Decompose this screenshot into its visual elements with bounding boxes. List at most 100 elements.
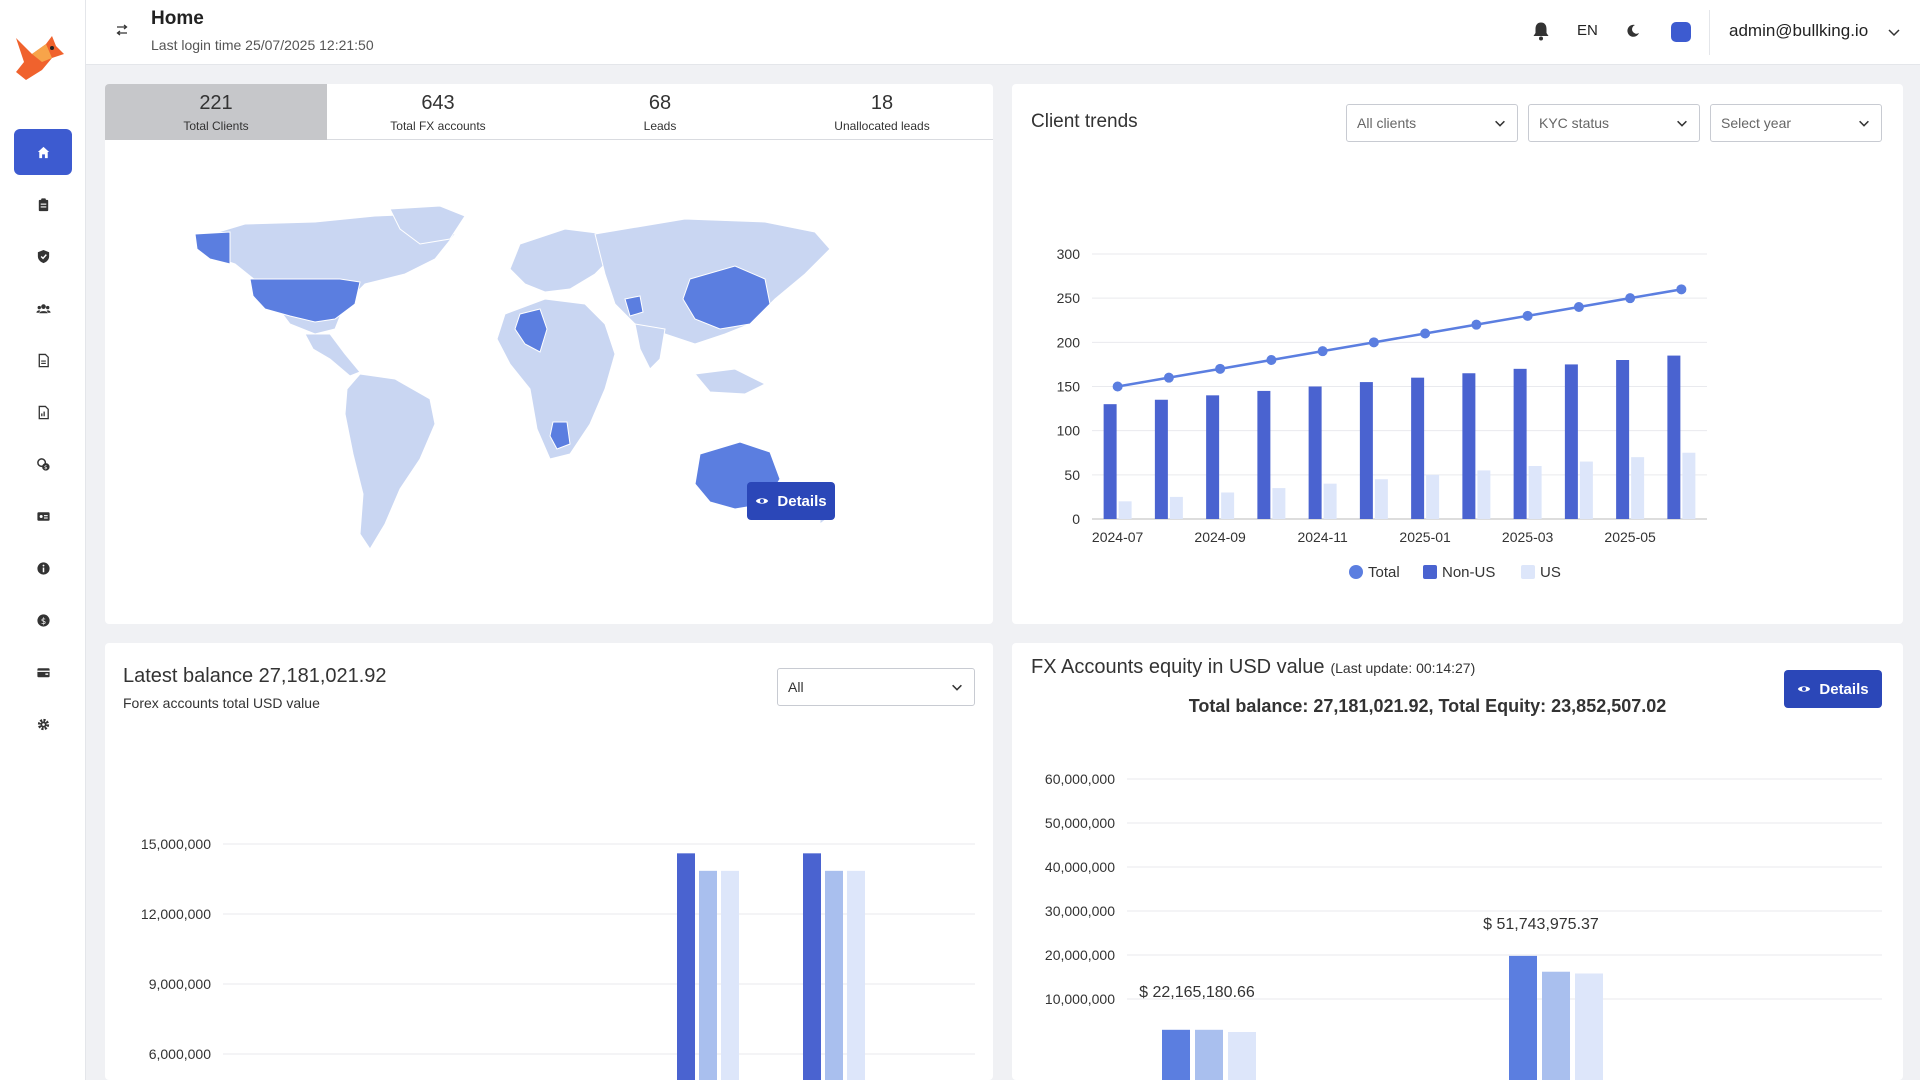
legend-marker-us <box>1521 565 1535 579</box>
sidebar-toggle-icon[interactable] <box>114 22 130 38</box>
point-total <box>1317 346 1328 357</box>
sidebar-item-settings[interactable] <box>14 701 72 747</box>
sidebar-item-home[interactable] <box>14 129 72 175</box>
tab-leads[interactable]: 68 Leads <box>549 84 771 140</box>
bar-non-us <box>1308 386 1322 519</box>
point-total <box>1215 363 1226 374</box>
fox-logo[interactable] <box>12 32 68 84</box>
theme-color-button[interactable] <box>1671 22 1691 42</box>
year-select[interactable]: Select year <box>1710 104 1882 142</box>
map-south-america <box>344 373 436 550</box>
bar-us <box>1579 461 1593 519</box>
equity-chart: 10,000,000 20,000,000 30,000,000 40,000,000… <box>1045 771 1882 1080</box>
sidebar-item-reports[interactable] <box>14 389 72 435</box>
bar-non-us <box>1154 399 1168 519</box>
coins-icon: $ <box>36 457 50 471</box>
client-trends-chart: 0 50 100 150 200 250 300 2024-07 2024-09 2024-11 2… <box>1057 246 1707 581</box>
map-iran <box>624 295 644 317</box>
users-icon <box>35 303 51 313</box>
y-tick-label: 40,000,000 <box>1045 859 1115 875</box>
equity-title-row: FX Accounts equity in USD value (Last upd… <box>1031 656 1475 679</box>
legend-marker-total <box>1349 565 1363 579</box>
point-total <box>1471 319 1482 330</box>
tab-total-fx-accounts[interactable]: 643 Total FX accounts <box>327 84 549 140</box>
bar-us <box>1169 496 1183 519</box>
sidebar-item-funds[interactable]: $ <box>14 441 72 487</box>
dark-mode-toggle[interactable] <box>1622 20 1644 42</box>
client-filter-select[interactable]: All clients <box>1346 104 1518 142</box>
point-total <box>1368 337 1379 348</box>
y-tick-label: 150 <box>1057 379 1081 395</box>
sidebar-item-clipboard[interactable] <box>14 181 72 227</box>
header-divider <box>1709 10 1710 55</box>
balance-title: Latest balance 27,181,021.92 <box>123 665 387 687</box>
report-icon <box>38 405 49 419</box>
stat-label: Unallocated leads <box>834 119 930 133</box>
y-tick-label: 12,000,000 <box>141 906 211 922</box>
map-se-asia <box>694 368 767 395</box>
dollar-icon: $ <box>36 613 50 627</box>
equity-bar <box>1228 1032 1256 1080</box>
chevron-down-icon <box>1677 120 1687 127</box>
map-angola <box>549 421 571 450</box>
y-tick-label: 250 <box>1057 290 1081 306</box>
select-value: KYC status <box>1539 115 1610 131</box>
map-europe <box>509 228 616 293</box>
eye-icon <box>1798 686 1811 692</box>
notifications-button[interactable] <box>1530 20 1552 42</box>
sidebar-item-security[interactable] <box>14 233 72 279</box>
chevron-down-icon[interactable] <box>1886 24 1902 40</box>
y-tick-label: 15,000,000 <box>141 836 211 852</box>
sidebar-item-cards[interactable] <box>14 493 72 539</box>
bar-non-us <box>1616 360 1630 519</box>
data-label: $ 51,743,975.37 <box>1483 916 1599 933</box>
balance-bar <box>825 870 843 1080</box>
info-icon <box>36 561 50 575</box>
equity-details-button[interactable]: Details <box>1784 670 1882 708</box>
bar-non-us <box>1411 377 1425 519</box>
sidebar-item-users[interactable] <box>14 285 72 331</box>
stat-tabs: 221 Total Clients 643 Total FX accounts … <box>105 84 993 140</box>
map-algeria <box>514 308 548 353</box>
stat-value: 643 <box>421 92 455 114</box>
equity-title: FX Accounts equity in USD value <box>1031 656 1325 678</box>
sidebar-item-finance[interactable]: $ <box>14 597 72 643</box>
map-details-button[interactable]: Details <box>747 482 835 520</box>
y-tick-label: 60,000,000 <box>1045 771 1115 787</box>
kyc-status-select[interactable]: KYC status <box>1528 104 1700 142</box>
tab-unallocated-leads[interactable]: 18 Unallocated leads <box>771 84 993 140</box>
point-total <box>1112 381 1123 392</box>
user-menu[interactable]: admin@bullking.io <box>1729 21 1869 40</box>
balance-bar <box>721 870 739 1080</box>
sidebar-item-info[interactable] <box>14 545 72 591</box>
bar-us <box>1631 457 1645 519</box>
sidebar-item-wallet[interactable] <box>14 649 72 695</box>
bar-non-us <box>1462 373 1476 519</box>
balance-bar <box>847 870 865 1080</box>
stat-label: Total FX accounts <box>390 119 486 133</box>
legend-marker-non-us <box>1423 565 1437 579</box>
x-tick-label: 2024-07 <box>1092 529 1144 545</box>
sidebar-item-documents[interactable] <box>14 337 72 383</box>
balance-bar <box>699 870 717 1080</box>
equity-bar <box>1542 971 1570 1080</box>
x-tick-label: 2025-01 <box>1399 529 1451 545</box>
svg-text:$: $ <box>40 615 45 625</box>
point-total <box>1522 310 1533 321</box>
bar-us <box>1272 488 1286 519</box>
point-total <box>1420 328 1431 339</box>
balance-chart: 3,000,0006,000,0009,000,00012,000,00015,… <box>141 836 975 1080</box>
balance-filter-select[interactable]: All <box>777 668 975 706</box>
svg-text:$: $ <box>44 465 48 471</box>
y-tick-label: 0 <box>1072 511 1080 527</box>
language-selector[interactable]: EN <box>1577 22 1598 39</box>
series-total-line <box>1117 288 1682 388</box>
point-total <box>1163 372 1174 383</box>
tab-total-clients[interactable]: 221 Total Clients <box>105 84 327 140</box>
wallet-icon <box>36 667 50 677</box>
eye-icon <box>756 498 769 504</box>
details-label: Details <box>777 492 827 510</box>
stat-label: Leads <box>643 119 677 133</box>
y-tick-label: 6,000,000 <box>149 1046 211 1062</box>
stat-value: 18 <box>870 92 894 114</box>
